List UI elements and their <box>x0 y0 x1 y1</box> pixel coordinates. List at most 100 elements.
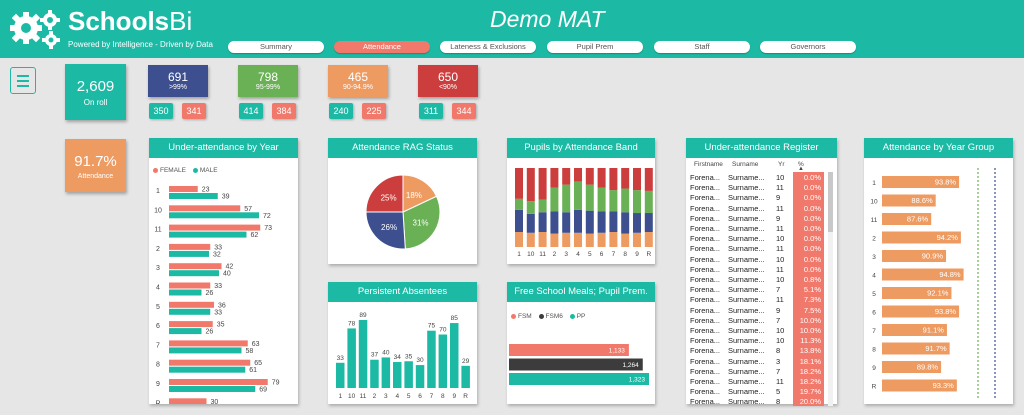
stack-segment <box>597 168 606 188</box>
persistent-tick-label: R <box>463 393 468 400</box>
band-under-90-left-pill[interactable]: 311 <box>419 103 443 119</box>
bar-value-label: 26 <box>206 290 214 297</box>
persistent-bar <box>336 362 345 388</box>
bar-value-label: 61 <box>249 367 257 374</box>
register-row[interactable]: Forena... Surname... 10 0.0% <box>690 172 826 183</box>
register-row[interactable]: Forena... Surname... 10 10.0% <box>690 325 826 336</box>
pie-slice-label: 31% <box>413 218 429 227</box>
stack-segment <box>585 210 594 234</box>
register-row[interactable]: Forena... Surname... 11 0.0% <box>690 202 826 214</box>
tab-governors[interactable]: Governors <box>760 41 856 53</box>
band-95-99-left-pill[interactable]: 414 <box>239 103 263 119</box>
schoolsbi-logo[interactable]: SchoolsBi Powered by Intelligence - Driv… <box>6 4 226 54</box>
stack-segment <box>574 232 582 247</box>
year-group-bar <box>882 250 947 262</box>
band-under-90-right-pill[interactable]: 344 <box>452 103 476 119</box>
band-tick-label: 4 <box>576 251 580 258</box>
stack-segment <box>538 212 547 232</box>
register-row[interactable]: Forena... Surname... 10 0.8% <box>690 274 826 285</box>
band-over-99-tile[interactable]: 691 >99% <box>148 65 208 97</box>
register-row[interactable]: Forena... Surname... 7 18.2% <box>690 365 826 377</box>
register-row[interactable]: Forena... Surname... 10 0.0% <box>690 253 826 265</box>
band-90-94-right-pill[interactable]: 225 <box>362 103 386 119</box>
register-row[interactable]: Forena... Surname... 7 5.1% <box>690 284 826 296</box>
register-cell-yr: 9 <box>776 305 781 315</box>
persistent-tick-label: 4 <box>395 393 399 400</box>
register-row[interactable]: Forena... Surname... 7 10.0% <box>690 314 826 326</box>
year-group-value-label: 93.3% <box>933 381 955 390</box>
register-row[interactable]: Forena... Surname... 9 0.0% <box>690 192 826 204</box>
year-tick-label: 4 <box>156 285 160 292</box>
register-cell-yr: 7 <box>776 315 781 325</box>
year-group-bar <box>882 287 952 299</box>
bar-value-label: 72 <box>263 213 271 220</box>
register-row[interactable]: Forena... Surname... 11 18.2% <box>690 376 826 387</box>
tab-staff[interactable]: Staff <box>654 41 750 53</box>
col-yr[interactable]: Yr <box>778 161 785 168</box>
register-cell-last: Surname... <box>728 183 765 193</box>
tab-lateness-exclusions[interactable]: Lateness & Exclusions <box>440 41 536 53</box>
brand-main: Schools <box>68 6 170 36</box>
persistent-value-label: 40 <box>382 349 390 356</box>
register-cell-first: Forena... <box>690 254 721 264</box>
band-95-99-right-pill[interactable]: 384 <box>272 103 296 119</box>
band-over-99-left-pill[interactable]: 350 <box>149 103 173 119</box>
legend-pp: PP <box>569 313 585 320</box>
year-group-value-label: 87.6% <box>907 215 929 224</box>
register-row[interactable]: Forena... Surname... 10 0.0% <box>690 233 826 245</box>
register-rows: Forena... Surname... 10 0.0% Forena... Surnam… <box>690 172 826 406</box>
band-over-99-right-pill[interactable]: 341 <box>182 103 206 119</box>
register-row[interactable]: Forena... Surname... 11 0.0% <box>690 243 826 255</box>
register-row[interactable]: Forena... Surname... 5 19.7% <box>690 386 826 398</box>
register-row[interactable]: Forena... Surname... 8 13.8% <box>690 345 826 357</box>
register-cell-pct: 19.7% <box>793 386 824 398</box>
bar-value-label: 33 <box>214 309 222 316</box>
register-row[interactable]: Forena... Surname... 11 0.0% <box>690 263 826 275</box>
col-surname[interactable]: Surname <box>732 161 759 168</box>
col-pct[interactable]: % <box>798 161 804 168</box>
register-row[interactable]: Forena... Surname... 11 0.0% <box>690 223 826 234</box>
bar-male <box>169 289 202 296</box>
bar-value-label: 32 <box>213 251 221 258</box>
stack-segment <box>574 168 582 182</box>
register-cell-pct: 0.8% <box>793 274 824 285</box>
band-90-94-left-pill[interactable]: 240 <box>329 103 353 119</box>
register-scrollbar[interactable] <box>828 172 833 406</box>
stack-segment <box>562 184 571 213</box>
tab-attendance[interactable]: Attendance <box>334 41 430 53</box>
register-row[interactable]: Forena... Surname... 9 7.5% <box>690 304 826 316</box>
register-cell-last: Surname... <box>728 305 765 315</box>
stack-segment <box>574 181 582 210</box>
attendance-label: Attendance <box>77 173 114 180</box>
persistent-tick-label: 2 <box>373 393 377 400</box>
register-cell-first: Forena... <box>690 377 721 386</box>
register-row[interactable]: Forena... Surname... 10 11.3% <box>690 335 826 347</box>
register-row[interactable]: Forena... Surname... 8 20.0% <box>690 396 826 406</box>
bar-value-label: 79 <box>272 380 280 387</box>
stack-segment <box>633 168 641 191</box>
register-row[interactable]: Forena... Surname... 9 0.0% <box>690 212 826 224</box>
sort-asc-icon[interactable]: ▲ <box>798 166 804 172</box>
tab-pupil-prem[interactable]: Pupil Prem <box>547 41 643 53</box>
register-row[interactable]: Forena... Surname... 3 18.1% <box>690 355 826 367</box>
menu-button[interactable] <box>10 67 36 94</box>
register-cell-pct: 0.0% <box>793 233 824 245</box>
scroll-thumb[interactable] <box>828 172 833 232</box>
year-tick-label: 3 <box>156 265 160 272</box>
persistent-bar <box>393 362 402 388</box>
tab-summary[interactable]: Summary <box>228 41 324 53</box>
fsm-bar <box>509 358 643 371</box>
register-row[interactable]: Forena... Surname... 11 0.0% <box>690 182 826 194</box>
bar-value-label: 33 <box>214 244 222 251</box>
year-group-bar <box>882 379 957 392</box>
year-group-value-label: 91.7% <box>925 344 947 353</box>
col-firstname[interactable]: Firstname <box>694 161 723 168</box>
band-tick-label: 10 <box>527 251 535 258</box>
persistent-tick-label: 3 <box>384 393 388 400</box>
register-row[interactable]: Forena... Surname... 11 7.3% <box>690 294 826 306</box>
band-under-90-tile[interactable]: 650 <90% <box>418 65 478 97</box>
band-90-94-tile[interactable]: 465 90-94.9% <box>328 65 388 97</box>
band-95-99-tile[interactable]: 798 95-99% <box>238 65 298 97</box>
stack-segment <box>597 187 606 212</box>
